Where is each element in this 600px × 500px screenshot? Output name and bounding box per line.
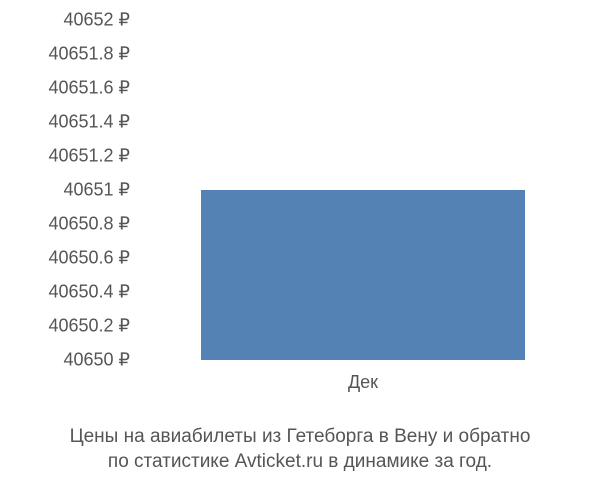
y-tick-label: 40650.2 ₽: [10, 316, 130, 337]
y-tick-label: 40651.8 ₽: [10, 44, 130, 65]
y-tick-label: 40650.4 ₽: [10, 282, 130, 303]
y-tick-label: 40652 ₽: [10, 10, 130, 31]
x-tick-label: Дек: [348, 372, 378, 393]
chart-container: 40652 ₽40651.8 ₽40651.6 ₽40651.4 ₽40651.…: [10, 20, 590, 380]
y-tick-label: 40651 ₽: [10, 180, 130, 201]
y-tick-label: 40651.2 ₽: [10, 146, 130, 167]
caption-line-2: по статистике Avticket.ru в динамике за …: [0, 449, 600, 475]
y-tick-label: 40650 ₽: [10, 350, 130, 371]
y-tick-label: 40650.6 ₽: [10, 248, 130, 269]
plot-area: Дек: [138, 20, 588, 360]
y-tick-label: 40651.6 ₽: [10, 78, 130, 99]
caption-line-1: Цены на авиабилеты из Гетеборга в Вену и…: [0, 424, 600, 450]
chart-caption: Цены на авиабилеты из Гетеборга в Вену и…: [0, 424, 600, 475]
bar: [201, 190, 525, 360]
y-tick-label: 40651.4 ₽: [10, 112, 130, 133]
y-tick-label: 40650.8 ₽: [10, 214, 130, 235]
y-axis: 40652 ₽40651.8 ₽40651.6 ₽40651.4 ₽40651.…: [10, 20, 138, 360]
